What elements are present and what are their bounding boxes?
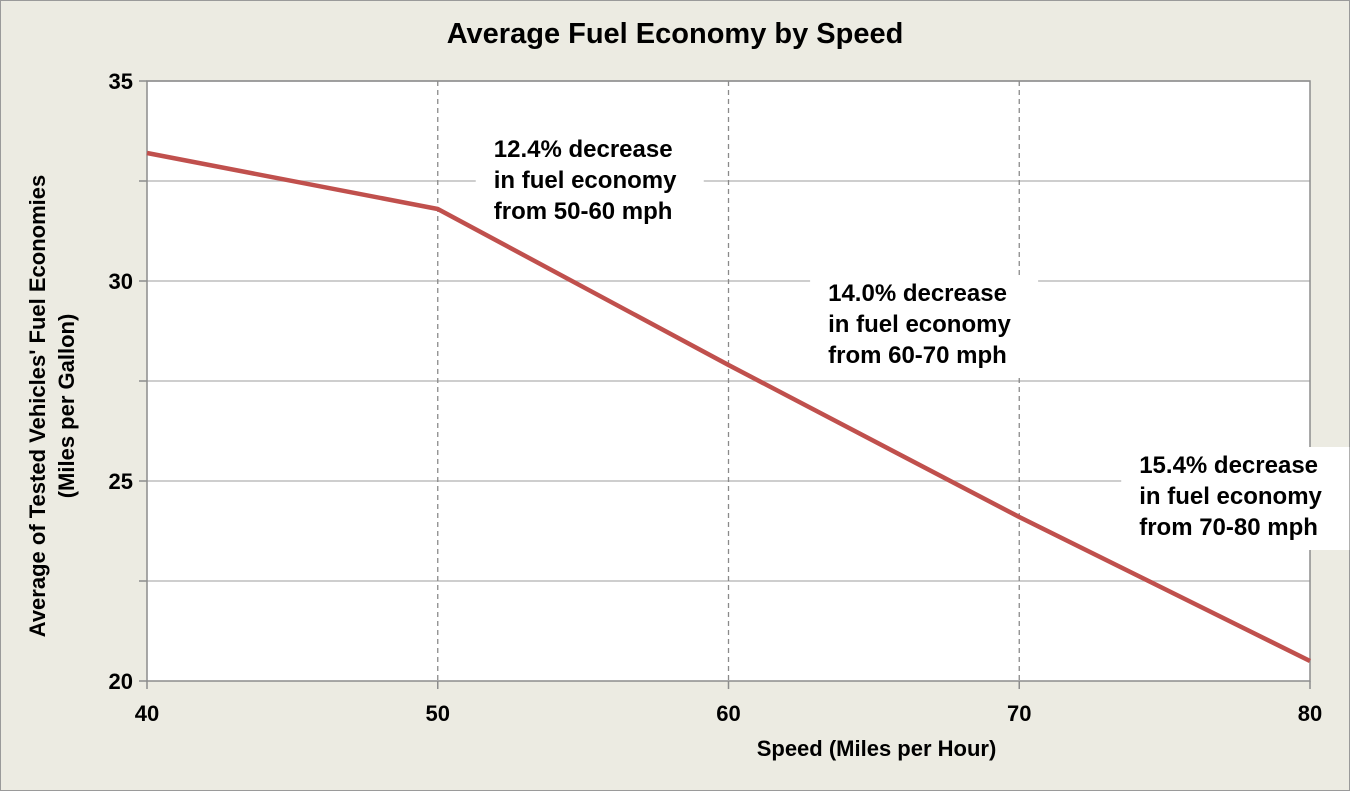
x-tick-label: 60 [716,701,740,726]
annotation-box [475,131,704,234]
y-tick-label: 25 [109,469,133,494]
y-tick-label: 35 [109,69,133,94]
x-axis-title: Speed (Miles per Hour) [757,736,997,761]
x-tick-label: 40 [135,701,159,726]
annotation-text: in fuel economy [494,167,677,194]
x-tick-label: 70 [1007,701,1031,726]
y-axis-title: Average of Tested Vehicles' Fuel Economi… [25,175,50,638]
annotation-box [810,275,1039,378]
annotation-text: in fuel economy [1139,483,1322,510]
chart-title: Average Fuel Economy by Speed [446,18,904,50]
annotation-text: 14.0% decrease [828,280,1007,307]
annotation-text: in fuel economy [828,311,1011,338]
annotation-text: 15.4% decrease [1139,452,1318,479]
annotation-text: from 60-70 mph [828,342,1007,369]
annotation-text: from 50-60 mph [494,198,673,225]
y-tick-label: 20 [109,669,133,694]
x-tick-label: 50 [426,701,450,726]
x-tick-label: 80 [1298,701,1322,726]
series-line [146,150,1311,664]
annotation-text: 12.4% decrease [494,136,673,163]
annotation-text: from 70-80 mph [1139,514,1318,541]
y-axis-title-unit: (Miles per Gallon) [54,314,79,499]
annotation-box [1121,447,1350,550]
y-tick-label: 30 [109,269,133,294]
